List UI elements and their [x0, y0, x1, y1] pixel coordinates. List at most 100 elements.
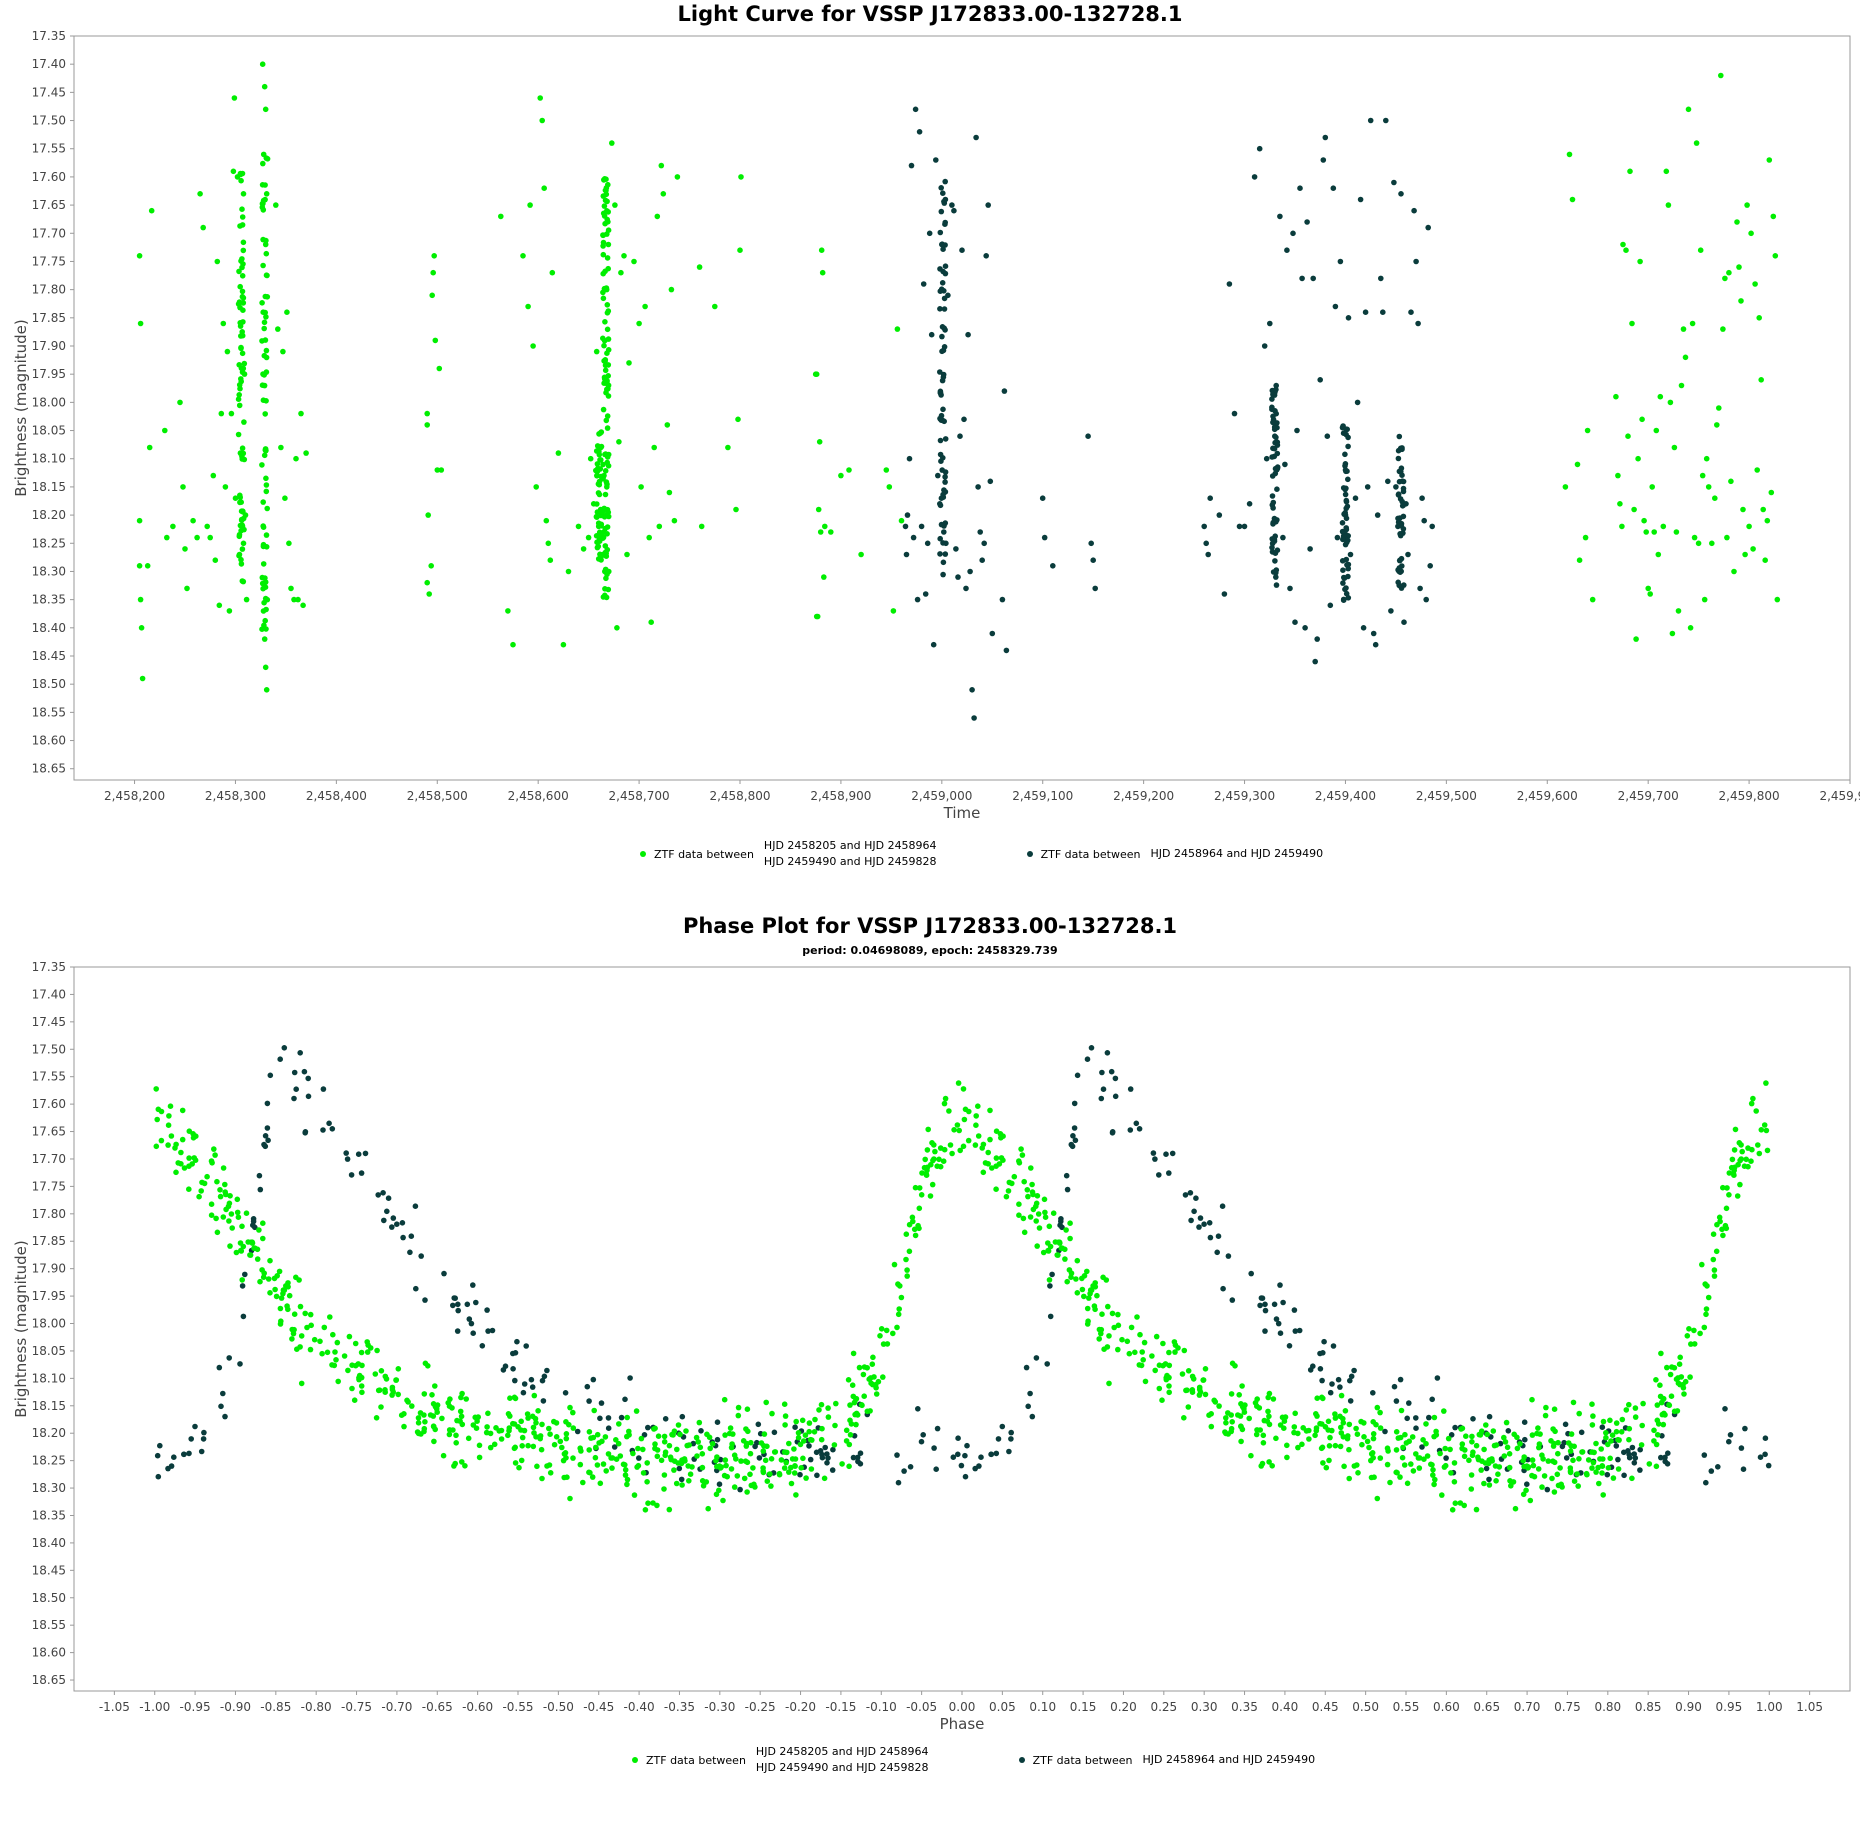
data-point — [1535, 1425, 1541, 1431]
data-point — [1197, 1215, 1204, 1221]
y-tick-label: 18.20 — [32, 1426, 66, 1440]
x-tick: 0.70 — [1514, 1691, 1540, 1714]
data-point — [223, 1206, 229, 1213]
data-point — [894, 1324, 900, 1331]
data-point — [895, 1281, 901, 1287]
x-tick-label: 0.10 — [1029, 1700, 1056, 1714]
data-point — [937, 266, 943, 272]
data-point — [603, 185, 610, 191]
data-point — [1395, 579, 1401, 586]
data-point — [171, 1454, 177, 1460]
data-point — [1382, 1428, 1388, 1435]
data-point — [903, 1231, 910, 1237]
data-point — [1106, 1380, 1112, 1387]
data-point — [465, 1435, 472, 1442]
data-point — [264, 505, 271, 512]
x-tick: -0.30 — [704, 1691, 735, 1714]
y-tick: 18.45 — [32, 1563, 74, 1577]
data-point — [263, 347, 270, 354]
data-point — [825, 1405, 831, 1411]
data-point — [1044, 1361, 1050, 1367]
data-point — [864, 1365, 870, 1371]
data-point — [155, 1106, 162, 1113]
x-tick: 1.05 — [1796, 1691, 1823, 1714]
data-point — [604, 302, 611, 308]
data-point — [534, 1463, 540, 1470]
data-point — [940, 190, 946, 196]
data-point — [1544, 1486, 1551, 1493]
x-tick-label: 2,458,200 — [104, 789, 165, 803]
data-point — [725, 444, 731, 451]
data-point — [1047, 1313, 1054, 1320]
data-point — [1554, 1471, 1561, 1478]
data-point — [1550, 1426, 1556, 1432]
data-point — [228, 1211, 235, 1217]
data-point — [518, 1418, 524, 1425]
x-axis-label: Time — [943, 804, 981, 822]
data-point — [1395, 455, 1402, 462]
data-point — [602, 491, 609, 498]
data-point — [1646, 1461, 1653, 1467]
data-point — [795, 1434, 802, 1441]
data-point — [1623, 1407, 1630, 1413]
data-point — [624, 551, 630, 558]
data-point — [1087, 1287, 1094, 1293]
data-point — [1506, 1451, 1513, 1457]
light-curve-title: Light Curve for VSSP J172833.00-132728.1 — [677, 2, 1183, 26]
data-point — [395, 1391, 402, 1398]
data-point — [662, 1452, 668, 1459]
data-point — [1626, 1436, 1632, 1443]
data-point — [1319, 1421, 1325, 1427]
data-point — [1470, 1416, 1476, 1422]
data-point — [1393, 1469, 1399, 1476]
data-point — [938, 521, 945, 528]
data-point — [987, 478, 994, 485]
data-point — [747, 1471, 753, 1478]
y-tick-label: 18.15 — [32, 1399, 66, 1413]
data-point — [493, 1425, 499, 1431]
data-point — [1413, 1415, 1419, 1421]
data-point — [1655, 1421, 1662, 1427]
data-point — [793, 1418, 799, 1425]
data-point — [644, 1479, 650, 1485]
data-point — [204, 523, 210, 530]
data-point — [1241, 523, 1248, 530]
data-point — [600, 232, 606, 239]
data-point — [565, 568, 572, 575]
data-point — [718, 1464, 724, 1470]
x-tick-label: 2,459,600 — [1517, 789, 1578, 803]
data-point — [1115, 1311, 1121, 1318]
data-point — [260, 309, 267, 316]
data-point — [218, 410, 225, 417]
data-point — [272, 1286, 278, 1293]
data-point — [1703, 455, 1710, 462]
data-point — [786, 1440, 792, 1447]
data-point — [421, 1391, 428, 1397]
data-point — [1703, 1306, 1710, 1312]
data-point — [1738, 1156, 1744, 1162]
data-point — [1671, 1365, 1678, 1371]
data-point — [662, 1416, 669, 1422]
data-point — [1762, 1451, 1768, 1458]
data-point — [165, 1465, 171, 1472]
data-point — [1598, 1446, 1604, 1452]
data-point — [603, 417, 610, 424]
data-point — [1486, 1413, 1493, 1420]
data-point — [597, 1480, 604, 1487]
data-point — [1508, 1483, 1514, 1489]
data-point — [668, 1456, 674, 1463]
data-point — [259, 1267, 265, 1273]
data-point — [207, 534, 213, 541]
data-point — [1334, 534, 1341, 541]
data-point — [1317, 1366, 1324, 1372]
data-point — [238, 1247, 244, 1254]
data-point — [430, 1401, 437, 1407]
data-point — [938, 185, 944, 191]
data-point — [671, 1428, 678, 1434]
data-point — [544, 1463, 550, 1469]
data-point — [939, 348, 945, 355]
data-point — [654, 213, 661, 220]
data-point — [1473, 1506, 1480, 1513]
data-point — [1653, 1377, 1659, 1383]
data-point — [828, 529, 834, 535]
